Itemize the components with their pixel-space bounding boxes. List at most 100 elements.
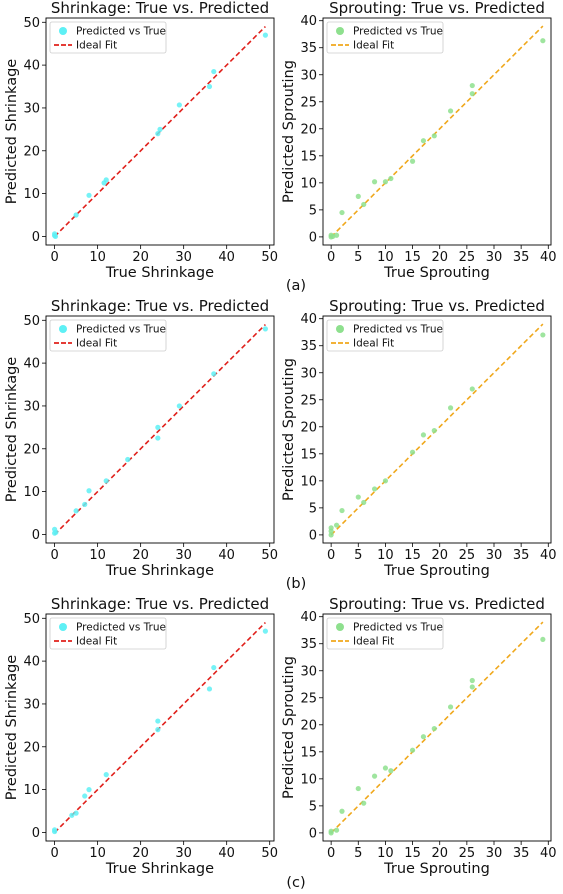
legend-box [49,21,167,54]
plot-frame [322,613,552,842]
chart-a-sprouting: Sprouting: True vs. Predicted True Sprout… [281,0,557,281]
legend-box [49,319,167,352]
data-point [388,175,394,182]
data-point [52,827,58,833]
y-tick-label: 30 [300,366,317,381]
x-tick-label: 25 [459,846,476,861]
legend-label-points: Predicted vs True [76,622,166,634]
legend-marker-points [59,325,67,333]
x-tick-label: 20 [431,250,448,265]
legend-label-line: Ideal Fit [76,636,117,648]
data-point [82,501,88,508]
data-point [328,525,334,531]
y-axis-label: Predicted Shrinkage [4,59,20,204]
x-tick-label: 20 [132,250,149,265]
x-tick-label: 50 [261,846,278,861]
x-tick-label: 30 [175,846,192,861]
caption-c: (c) [286,875,305,891]
y-tick-label: 40 [23,655,40,670]
x-tick-label: 10 [89,846,106,861]
data-point [540,38,546,44]
y-axis-label: Predicted Sprouting [281,60,297,203]
legend-label-points: Predicted vs True [76,324,166,336]
legend-marker-points [59,623,67,631]
y-tick-label: 25 [300,691,317,706]
data-point [69,812,75,818]
y-tick-label: 10 [300,772,317,787]
chart-a-shrinkage: Shrinkage: True vs. Predicted True Shrink… [4,0,278,281]
y-tick-label: 10 [23,187,40,202]
legend-box [326,319,444,352]
caption-a: (a) [286,278,306,294]
y-tick-label: 30 [300,68,317,83]
data-point [447,108,454,114]
y-tick-label: 0 [309,230,317,245]
x-tick-label: 20 [132,846,149,861]
x-axis-label: True Sprouting [383,265,490,281]
data-point [447,704,454,710]
data-point [211,664,217,671]
y-tick-label: 20 [23,442,40,457]
plot-frame [45,315,275,544]
chart-title: Shrinkage: True vs. Predicted [51,595,269,613]
legend-label-line: Ideal Fit [76,338,117,350]
y-axis-label: Predicted Shrinkage [4,357,20,502]
x-tick-label: 40 [218,846,235,861]
x-tick-label: 40 [540,846,557,861]
data-point [328,532,334,538]
data-point [355,494,361,500]
y-tick-label: 25 [300,393,317,408]
chart-b-sprouting: Sprouting: True vs. Predicted True Sprout… [281,297,557,579]
x-tick-label: 0 [327,250,335,265]
data-point [176,403,182,409]
data-point [157,126,163,132]
y-tick-label: 0 [309,826,317,841]
legend-label-line: Ideal Fit [353,40,394,52]
y-tick-label: 50 [23,612,40,627]
y-tick-label: 10 [300,474,317,489]
chart-title: Sprouting: True vs. Predicted [329,297,545,315]
legend-box [326,21,444,54]
data-point [431,427,437,434]
x-tick-label: 10 [377,250,394,265]
data-point [211,371,217,377]
data-point [447,405,454,411]
data-point [155,727,161,733]
data-point [371,179,378,185]
chart-c-sprouting: Sprouting: True vs. Predicted True Sprout… [281,595,557,877]
chart-title: Shrinkage: True vs. Predicted [51,297,269,315]
data-point [339,209,345,216]
y-tick-label: 35 [300,637,317,652]
y-tick-label: 20 [23,144,40,159]
x-tick-label: 0 [50,250,58,265]
data-point [540,332,546,338]
data-point [328,828,334,834]
data-point [469,684,475,690]
legend-marker-points [336,27,344,35]
data-point [53,529,59,535]
data-point [155,131,161,137]
caption-b: (b) [286,576,307,592]
data-point [361,201,367,208]
y-tick-label: 10 [23,485,40,500]
legend-label-line: Ideal Fit [76,40,117,52]
x-axis-label: True Shrinkage [105,265,214,281]
x-axis-label: True Sprouting [383,861,490,877]
data-point [206,686,213,692]
x-tick-label: 40 [540,250,557,265]
y-tick-label: 10 [23,783,40,798]
data-point [262,326,268,332]
chart-title: Sprouting: True vs. Predicted [329,0,545,17]
data-point [355,193,361,199]
data-point [73,810,79,816]
x-tick-label: 20 [431,846,448,861]
data-point [355,785,361,792]
y-tick-label: 0 [32,528,40,543]
data-point [86,192,92,198]
legend-label-points: Predicted vs True [353,324,443,336]
data-point [333,232,340,238]
x-tick-label: 30 [486,846,503,861]
data-point [339,507,345,514]
data-point [176,102,182,108]
